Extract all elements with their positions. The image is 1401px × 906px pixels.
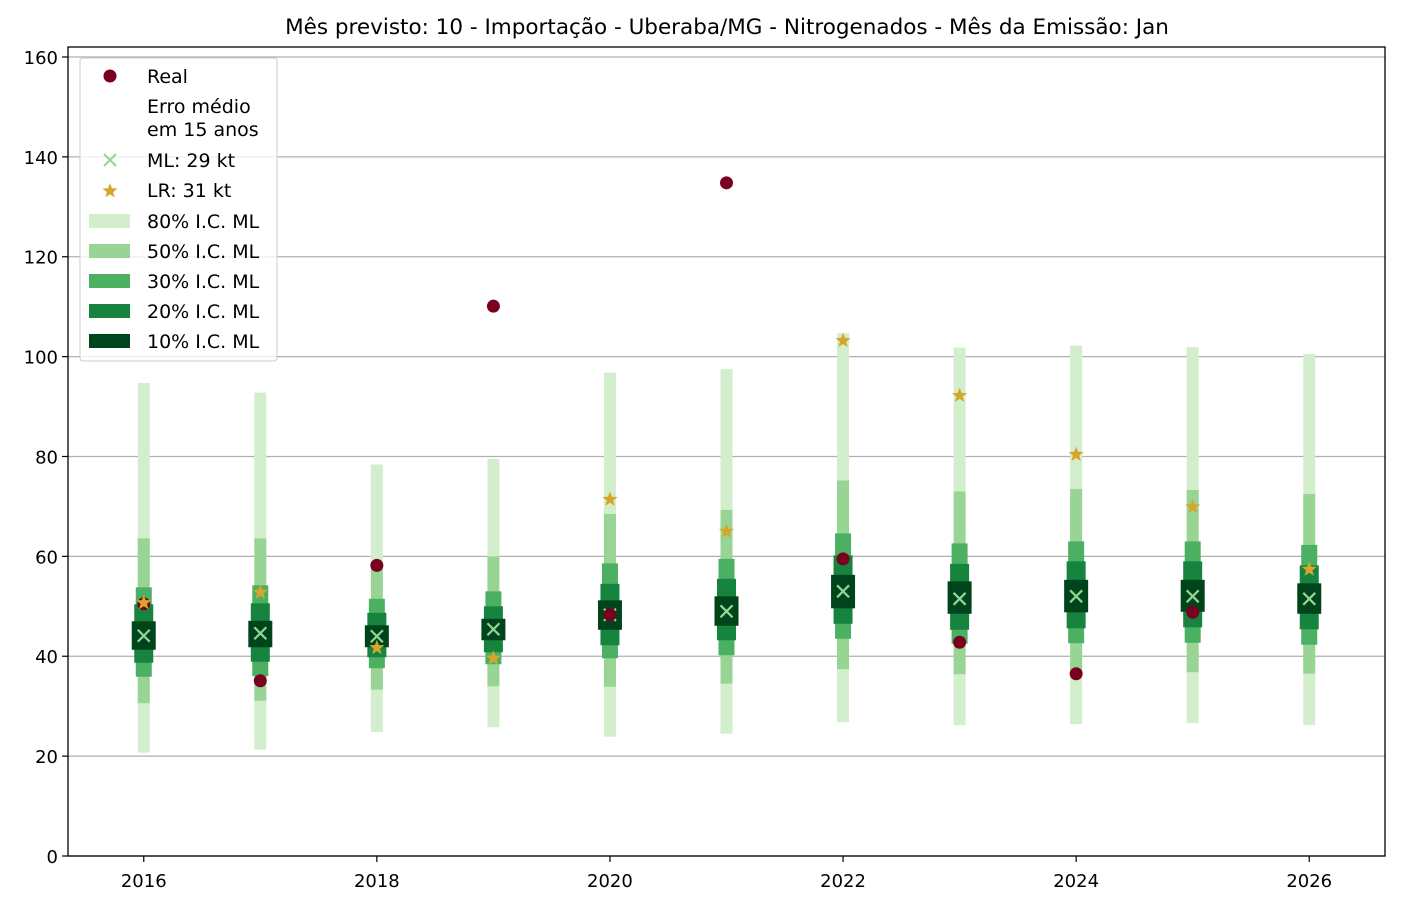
legend-ci20-label: 20% I.C. ML (147, 301, 260, 323)
ml-point-stroke (719, 604, 734, 619)
chart-title: Mês previsto: 10 - Importação - Uberaba/… (285, 15, 1169, 40)
legend-ci50-label: 50% I.C. ML (147, 241, 260, 263)
x-tick-label: 2020 (587, 871, 633, 892)
legend-ci30-swatch (89, 274, 130, 288)
ml-point-stroke (253, 626, 268, 641)
real-point (1069, 667, 1083, 681)
ml-point-stroke (486, 622, 501, 637)
ml-point-stroke (136, 628, 151, 643)
lr-point (952, 387, 968, 402)
lr-point (718, 523, 735, 538)
legend-ci30-label: 30% I.C. ML (147, 271, 260, 293)
legend-ci10-label: 10% I.C. ML (147, 331, 260, 353)
y-tick-label: 60 (35, 547, 58, 568)
lr-point (136, 594, 152, 610)
legend-erro-line2: em 15 anos (147, 119, 259, 141)
real-point (486, 299, 500, 313)
lr-point (835, 332, 851, 348)
ml-point (1069, 589, 1083, 604)
ml-point-stroke (370, 629, 384, 644)
y-tick-label: 160 (24, 48, 58, 69)
plot-marks (131, 176, 1322, 753)
legend-ci80-swatch (89, 214, 130, 228)
plot-frame (67, 46, 1386, 857)
legend-erro-line1: Erro médio (147, 96, 251, 118)
y-tick-label: 80 (35, 447, 58, 468)
x-tick-label: 2016 (121, 871, 167, 892)
legend-ci80-label: 80% I.C. ML (147, 211, 260, 233)
ml-point (836, 584, 850, 599)
lr-point (485, 650, 501, 665)
legend: Real Erro médio em 15 anos ML: 29 kt LR:… (79, 57, 278, 362)
ml-point (1302, 592, 1317, 606)
lr-point (602, 491, 618, 506)
y-tick-label: 40 (35, 647, 58, 668)
x-tick-label: 2024 (1053, 871, 1099, 892)
lr-point (252, 584, 268, 599)
x-tick-label: 2022 (820, 871, 866, 892)
ml-point (486, 622, 501, 637)
ml-point (253, 626, 268, 641)
ml-point (719, 604, 734, 619)
y-tick-label: 120 (24, 248, 58, 269)
real-point (370, 558, 384, 572)
legend-ci10-swatch (89, 334, 130, 348)
ml-point (370, 629, 384, 644)
ml-point (1185, 589, 1200, 604)
y-tick-label: 100 (24, 348, 58, 369)
legend-real-label: Real (147, 66, 188, 88)
ml-point-stroke (952, 592, 967, 606)
legend-lr-marker (102, 183, 118, 198)
legend-lr-label: LR: 31 kt (147, 180, 231, 202)
real-point (953, 635, 967, 649)
legend-ml-label: ML: 29 kt (147, 150, 235, 172)
real-point (253, 674, 267, 688)
x-tick-label: 2026 (1286, 871, 1332, 892)
y-tick-label: 0 (47, 847, 58, 868)
ml-point-stroke (1302, 592, 1317, 606)
x-tick-label: 2018 (354, 871, 400, 892)
y-tick-label: 20 (35, 747, 58, 768)
lr-point (1185, 498, 1201, 514)
ml-point-stroke (1069, 589, 1083, 604)
legend-ci20-swatch (89, 304, 130, 318)
real-point (1186, 605, 1200, 619)
lr-point (369, 639, 385, 655)
y-tick-label: 140 (24, 148, 58, 169)
ml-point-stroke (836, 584, 850, 599)
real-point (720, 176, 733, 190)
ml-point (136, 628, 151, 643)
real-point (836, 552, 850, 566)
ml-point (952, 592, 967, 606)
ml-point-stroke (1185, 589, 1200, 604)
legend-ci50-swatch (89, 244, 130, 258)
lr-point (1068, 446, 1084, 461)
axes: 0 20 40 60 80 100 120 140 160 2016 2018 2020 2022 202… (24, 48, 1333, 892)
legend-real-marker (103, 69, 117, 83)
lr-point (1301, 561, 1317, 576)
real-point (603, 608, 617, 622)
legend-ml-marker (103, 153, 117, 167)
